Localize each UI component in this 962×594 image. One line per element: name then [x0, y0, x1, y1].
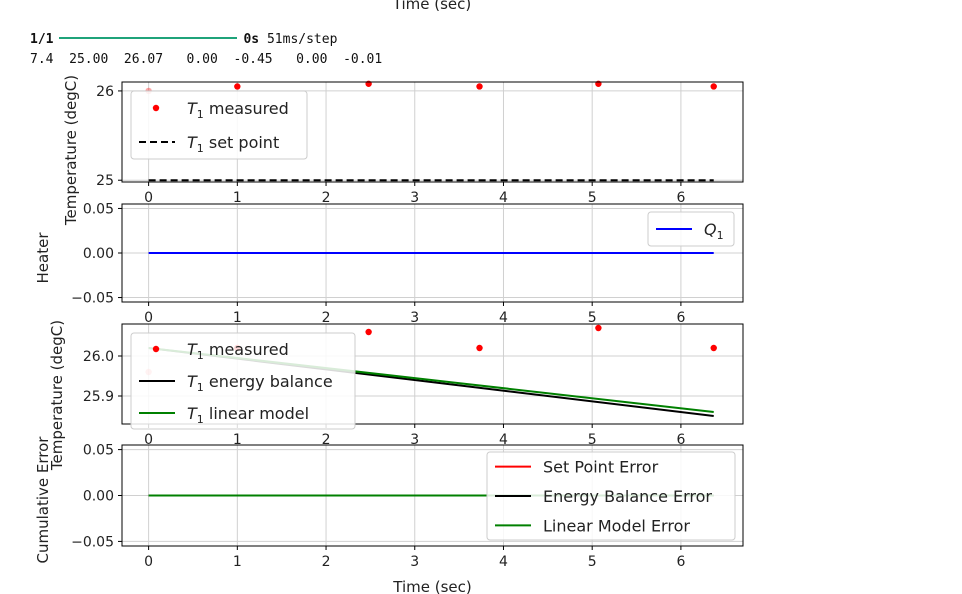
legend: T1 measured T1 set point — [130, 90, 308, 160]
x-tick-label: 5 — [588, 190, 597, 206]
legend-entry: Energy Balance Error — [543, 487, 712, 506]
legend-entry: T1 linear model — [187, 404, 309, 426]
y-tick-label: 0.00 — [83, 489, 114, 505]
legend-entry: T1 energy balance — [187, 372, 333, 394]
legend: Q1 — [647, 211, 735, 247]
legend-entry: Set Point Error — [543, 458, 659, 477]
legend: Set Point Error Energy Balance Error Linea… — [486, 451, 736, 541]
panel-3: 26.0 25.9 0 1 2 3 4 5 6 Temperature (degC) T1 meas… — [48, 320, 744, 471]
legend-box — [130, 332, 356, 430]
x-tick-label: 1 — [233, 310, 242, 326]
x-axis-label: Time (sec) — [392, 578, 471, 594]
x-tick-label: 2 — [322, 432, 331, 448]
axes-frame — [121, 323, 744, 425]
y-tick-label: 0.00 — [83, 246, 114, 262]
x-tick-label: 4 — [499, 554, 508, 570]
progress-time: 0s — [243, 32, 260, 47]
series-3-1-point — [595, 324, 602, 332]
legend-entry: T1 measured — [187, 340, 289, 362]
values-line: 7.4 25.00 26.07 0.00 -0.45 0.00 -0.01 — [30, 52, 383, 67]
x-tick-label: 0 — [144, 310, 153, 326]
y-tick-label: 25 — [96, 173, 114, 189]
y-axis-label: Cumulative Error — [34, 436, 52, 564]
x-tick-label: 4 — [499, 310, 508, 326]
y-tick-label: 0.05 — [83, 201, 114, 217]
legend-marker — [152, 104, 160, 112]
x-tick-label: 0 — [144, 432, 153, 448]
x-tick-label: 6 — [676, 190, 685, 206]
x-tick-label: 2 — [322, 310, 331, 326]
panel-2: 0.05 0.00 −0.05 0 1 2 3 4 5 6 Heater Q1 — [34, 201, 744, 326]
x-tick-label: 0 — [144, 554, 153, 570]
y-tick-label: 25.9 — [83, 389, 114, 405]
x-tick-label: 6 — [676, 310, 685, 326]
x-tick-label: 1 — [233, 432, 242, 448]
x-tick-label: 6 — [676, 554, 685, 570]
legend-entry: Q1 — [704, 220, 724, 242]
legend-entry: T1 set point — [187, 133, 279, 155]
y-tick-label: −0.05 — [71, 291, 114, 307]
series-3-1-point — [365, 328, 372, 336]
y-axis-label: Heater — [34, 232, 52, 284]
y-axis-label: Temperature (degC) — [62, 75, 80, 226]
y-axis-label: Temperature (degC) — [48, 320, 66, 471]
x-tick-label: 5 — [588, 310, 597, 326]
legend-entry: Linear Model Error — [543, 516, 690, 535]
series-3-1-point — [710, 344, 717, 352]
progress-count: 1/1 — [30, 32, 54, 47]
panel-1: 25 26 0 1 2 3 4 5 6 Temperature (degC) T1 measured… — [62, 75, 744, 226]
series-1-1-point — [710, 83, 717, 90]
x-tick-label: 3 — [410, 554, 419, 570]
figure-top-label: Time (sec) — [392, 0, 471, 13]
series-1-1-point — [234, 83, 241, 90]
y-tick-label: 0.05 — [83, 443, 114, 459]
x-tick-label: 5 — [588, 432, 597, 448]
legend-entry: T1 measured — [187, 99, 289, 121]
axes-frame — [121, 81, 744, 183]
y-tick-label: 26.0 — [83, 349, 114, 365]
x-tick-label: 1 — [233, 190, 242, 206]
legend-box — [486, 451, 736, 541]
x-tick-label: 5 — [588, 554, 597, 570]
x-tick-label: 3 — [410, 432, 419, 448]
progress-rate: 51ms/step — [266, 32, 338, 47]
x-tick-label: 1 — [233, 554, 242, 570]
legend-marker — [152, 345, 160, 353]
y-tick-label: −0.05 — [71, 534, 114, 550]
x-tick-label: 3 — [410, 190, 419, 206]
x-tick-label: 2 — [322, 554, 331, 570]
legend: T1 measured T1 energy balance T1 linear mo… — [130, 332, 356, 430]
x-tick-label: 4 — [499, 432, 508, 448]
x-tick-label: 0 — [144, 190, 153, 206]
x-tick-label: 4 — [499, 190, 508, 206]
series-3-1-point — [476, 344, 483, 352]
x-tick-label: 3 — [410, 310, 419, 326]
console-output: 1/1 0s 51ms/step 7.4 25.00 26.07 0.00 -0.… — [30, 30, 382, 70]
progress-bar — [59, 36, 238, 39]
x-tick-label: 6 — [676, 432, 685, 448]
x-tick-label: 2 — [322, 190, 331, 206]
y-tick-label: 26 — [96, 84, 114, 100]
panel-4: 0.05 0.00 −0.05 0 1 2 3 4 5 6 Cumulative Error Time… — [34, 436, 744, 594]
series-1-1-point — [476, 83, 483, 90]
